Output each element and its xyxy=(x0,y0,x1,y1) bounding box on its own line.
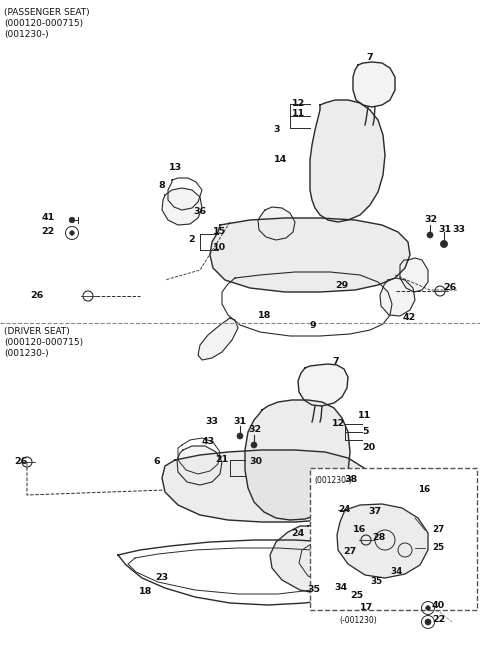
Polygon shape xyxy=(258,207,295,240)
Text: 43: 43 xyxy=(202,438,215,447)
Text: 5: 5 xyxy=(362,428,369,436)
Text: 27: 27 xyxy=(343,548,356,556)
Text: 11: 11 xyxy=(292,108,305,117)
Circle shape xyxy=(426,620,430,625)
Text: 15: 15 xyxy=(213,228,226,237)
Text: 40: 40 xyxy=(432,602,445,611)
Text: 26: 26 xyxy=(443,283,456,293)
Text: 10: 10 xyxy=(213,243,226,253)
Text: 32: 32 xyxy=(248,426,261,434)
Text: 31: 31 xyxy=(233,417,246,426)
Polygon shape xyxy=(298,364,348,406)
Text: 2: 2 xyxy=(188,236,195,245)
Text: 34: 34 xyxy=(334,583,347,592)
Polygon shape xyxy=(162,450,370,522)
Circle shape xyxy=(425,619,431,625)
Text: 35: 35 xyxy=(370,577,382,586)
Polygon shape xyxy=(310,100,385,222)
Polygon shape xyxy=(270,522,370,594)
Text: 16: 16 xyxy=(353,525,366,535)
Circle shape xyxy=(427,232,433,238)
Text: 7: 7 xyxy=(367,52,373,62)
Text: 28: 28 xyxy=(372,533,385,543)
Polygon shape xyxy=(338,506,372,533)
Text: 25: 25 xyxy=(432,544,444,552)
Text: 38: 38 xyxy=(345,476,358,485)
Polygon shape xyxy=(177,446,222,485)
Text: 32: 32 xyxy=(424,216,437,224)
Text: 25: 25 xyxy=(350,592,363,600)
Text: 33: 33 xyxy=(452,226,465,234)
Text: (DRIVER SEAT)
(000120-000715)
(001230-): (DRIVER SEAT) (000120-000715) (001230-) xyxy=(4,327,83,358)
Text: 22: 22 xyxy=(432,615,445,625)
Polygon shape xyxy=(245,400,350,520)
Polygon shape xyxy=(162,188,202,225)
Text: 24: 24 xyxy=(338,506,350,514)
Text: 17: 17 xyxy=(360,604,373,613)
Text: 8: 8 xyxy=(158,180,165,190)
Text: 36: 36 xyxy=(194,207,207,216)
Text: 7: 7 xyxy=(332,358,338,367)
Text: 3: 3 xyxy=(274,125,280,134)
Text: (001230-): (001230-) xyxy=(314,476,352,485)
Circle shape xyxy=(237,433,243,439)
Polygon shape xyxy=(353,62,395,107)
Polygon shape xyxy=(337,504,428,578)
Polygon shape xyxy=(400,258,428,292)
Text: (-001230): (-001230) xyxy=(339,615,377,625)
Text: 29: 29 xyxy=(335,281,348,289)
Text: 11: 11 xyxy=(358,411,371,420)
Polygon shape xyxy=(380,278,415,316)
Text: 35: 35 xyxy=(307,586,320,594)
Text: 12: 12 xyxy=(292,98,305,108)
Text: 20: 20 xyxy=(362,443,375,453)
Text: 6: 6 xyxy=(154,457,160,466)
Text: 42: 42 xyxy=(403,314,416,323)
Text: 30: 30 xyxy=(249,457,262,466)
Text: 23: 23 xyxy=(155,573,168,583)
FancyBboxPatch shape xyxy=(310,468,477,610)
Circle shape xyxy=(251,442,257,448)
Text: (PASSENGER SEAT)
(000120-000715)
(001230-): (PASSENGER SEAT) (000120-000715) (001230… xyxy=(4,8,90,39)
Text: 12: 12 xyxy=(332,419,345,428)
Circle shape xyxy=(69,217,75,223)
Text: 24: 24 xyxy=(292,529,305,539)
Circle shape xyxy=(426,605,430,610)
Text: 16: 16 xyxy=(418,485,430,495)
Circle shape xyxy=(441,240,447,247)
Text: 27: 27 xyxy=(432,525,444,535)
Text: 37: 37 xyxy=(368,508,381,516)
Text: 14: 14 xyxy=(274,155,287,165)
Text: 31: 31 xyxy=(438,226,451,234)
Text: 21: 21 xyxy=(215,455,228,464)
Text: 34: 34 xyxy=(390,567,402,577)
Polygon shape xyxy=(198,318,238,360)
Text: 13: 13 xyxy=(168,163,181,173)
Text: 22: 22 xyxy=(42,228,55,237)
Text: 33: 33 xyxy=(205,417,218,426)
Text: 41: 41 xyxy=(42,213,55,222)
Text: 9: 9 xyxy=(310,321,317,329)
Circle shape xyxy=(70,231,74,236)
Text: 26: 26 xyxy=(30,291,43,300)
Text: 26: 26 xyxy=(14,457,27,466)
Text: 18: 18 xyxy=(258,310,271,319)
Text: 18: 18 xyxy=(139,588,152,596)
Polygon shape xyxy=(210,218,410,292)
